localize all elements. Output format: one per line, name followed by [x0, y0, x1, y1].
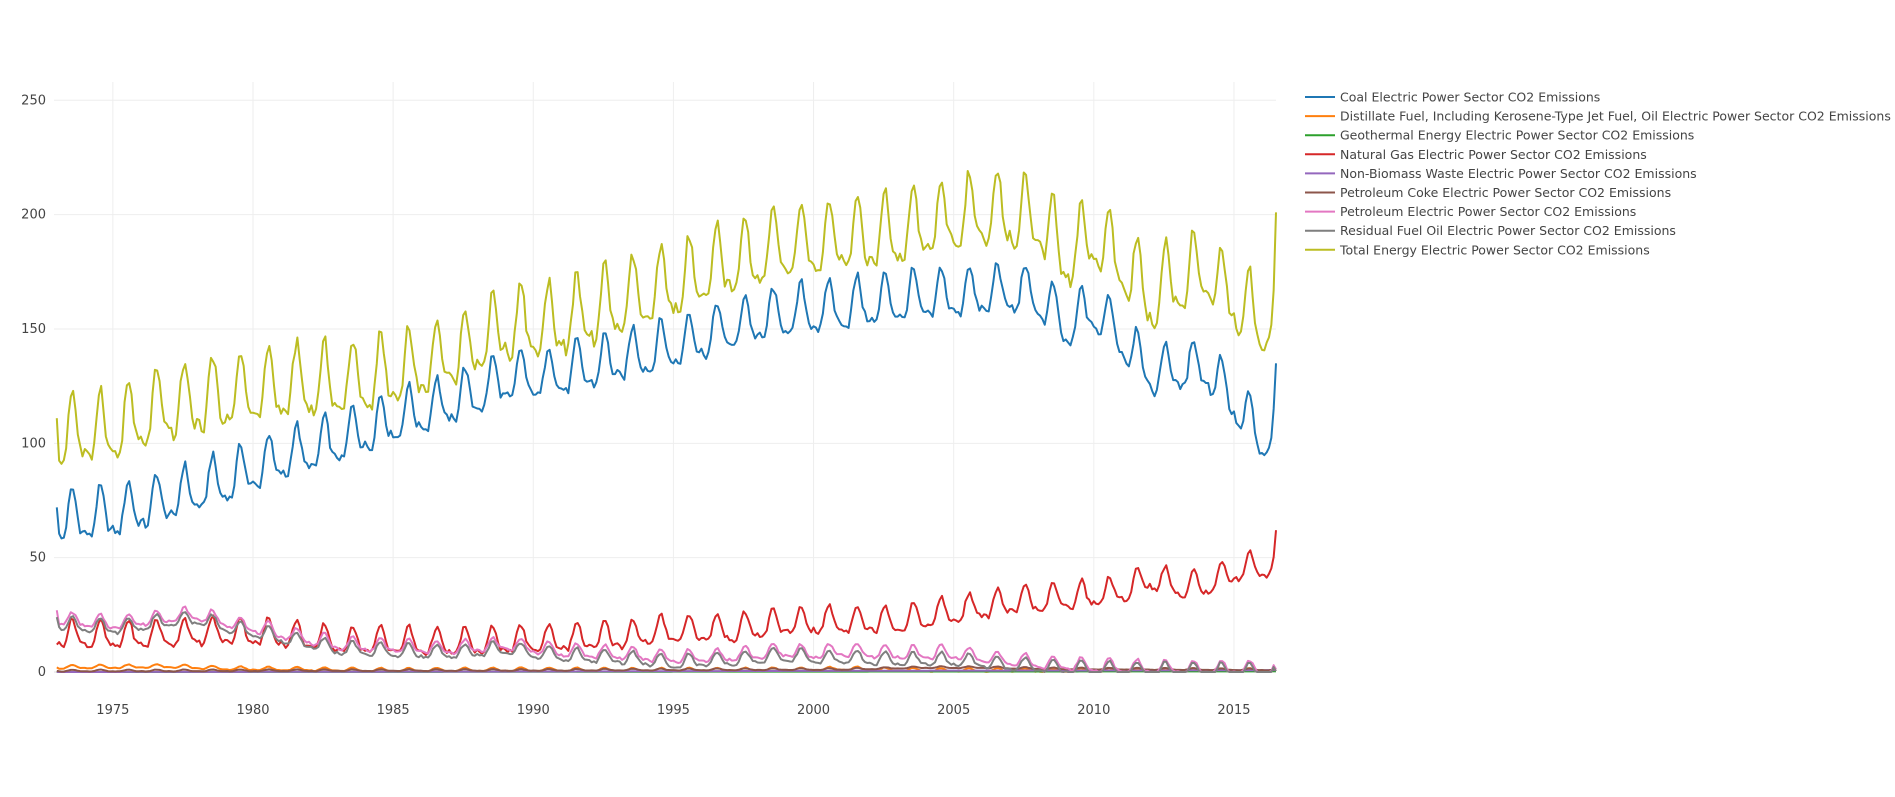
legend: Coal Electric Power Sector CO2 Emissions… — [1305, 90, 1891, 257]
y-tick-label: 0 — [38, 665, 46, 680]
legend-item[interactable]: Total Energy Electric Power Sector CO2 E… — [1305, 242, 1650, 257]
legend-label: Coal Electric Power Sector CO2 Emissions — [1340, 90, 1600, 105]
legend-label: Total Energy Electric Power Sector CO2 E… — [1339, 242, 1650, 257]
x-tick-label: 1980 — [236, 703, 269, 718]
y-tick-label: 100 — [21, 436, 46, 451]
y-tick-label: 50 — [29, 551, 46, 566]
series-line — [55, 169, 1277, 465]
legend-item[interactable]: Geothermal Energy Electric Power Sector … — [1305, 128, 1694, 143]
x-tick-label: 2010 — [1077, 703, 1110, 718]
y-tick-label: 200 — [21, 208, 46, 223]
legend-item[interactable]: Distillate Fuel, Including Kerosene-Type… — [1305, 109, 1891, 124]
legend-item[interactable]: Non-Biomass Waste Electric Power Sector … — [1305, 166, 1697, 181]
x-tick-label: 2015 — [1217, 703, 1250, 718]
y-tick-label: 150 — [21, 322, 46, 337]
series-line — [55, 611, 1277, 673]
x-tick-label: 1985 — [377, 703, 410, 718]
legend-item[interactable]: Residual Fuel Oil Electric Power Sector … — [1305, 223, 1676, 238]
axes: 0 50 100 150 200 250 1975 1980 1985 1990 1995 2000 2… — [21, 93, 1250, 718]
y-tick-label: 250 — [21, 93, 46, 108]
legend-item[interactable]: Petroleum Electric Power Sector CO2 Emis… — [1305, 204, 1636, 219]
legend-label: Non-Biomass Waste Electric Power Sector … — [1340, 166, 1697, 181]
x-tick-label: 2000 — [797, 703, 830, 718]
series-line — [55, 262, 1277, 540]
legend-label: Petroleum Electric Power Sector CO2 Emis… — [1340, 204, 1636, 219]
x-tick-label: 1995 — [657, 703, 690, 718]
legend-label: Residual Fuel Oil Electric Power Sector … — [1340, 223, 1676, 238]
grid-lines — [54, 82, 1276, 673]
x-tick-label: 1975 — [96, 703, 129, 718]
legend-item[interactable]: Petroleum Coke Electric Power Sector CO2… — [1305, 185, 1671, 200]
legend-label: Petroleum Coke Electric Power Sector CO2… — [1340, 185, 1671, 200]
legend-item[interactable]: Natural Gas Electric Power Sector CO2 Em… — [1305, 147, 1647, 162]
legend-item[interactable]: Coal Electric Power Sector CO2 Emissions — [1305, 90, 1600, 105]
legend-label: Geothermal Energy Electric Power Sector … — [1340, 128, 1694, 143]
series-lines — [55, 169, 1277, 673]
series-line — [56, 530, 1277, 656]
legend-label: Natural Gas Electric Power Sector CO2 Em… — [1340, 147, 1647, 162]
legend-label: Distillate Fuel, Including Kerosene-Type… — [1340, 109, 1891, 124]
x-tick-label: 1990 — [517, 703, 550, 718]
x-tick-label: 2005 — [937, 703, 970, 718]
